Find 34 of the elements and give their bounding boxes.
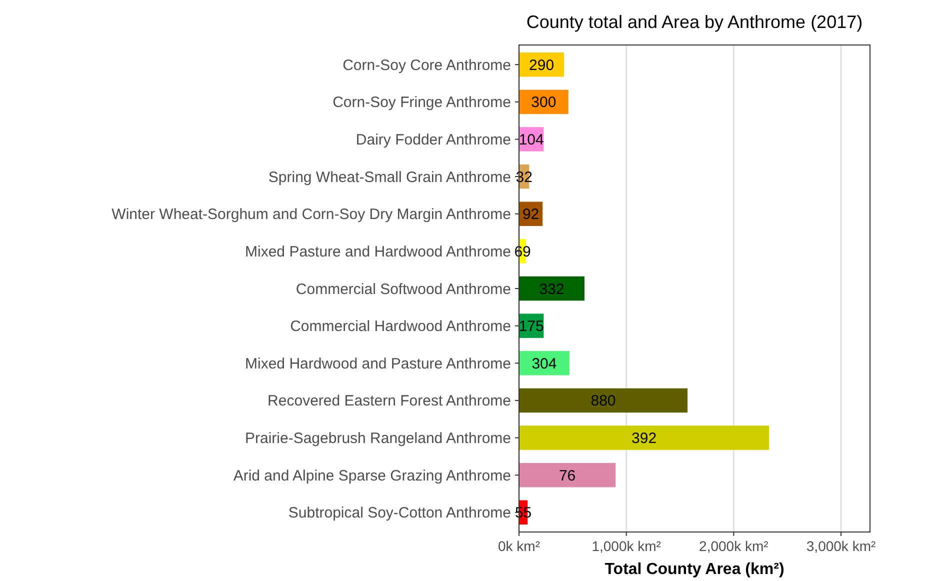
y-tick-label: Mixed Pasture and Hardwood Anthrome bbox=[245, 243, 511, 260]
annotation: 76 bbox=[558, 467, 576, 484]
annotation: 104 bbox=[518, 131, 544, 148]
bar bbox=[519, 462, 616, 488]
bar bbox=[519, 276, 584, 301]
annotation: 880 bbox=[590, 392, 616, 410]
annotation: 290 bbox=[529, 56, 554, 74]
annotation: 175 bbox=[518, 318, 544, 336]
y-tick-label: Corn-Soy Core Anthrome bbox=[342, 56, 511, 74]
y-tick-label: Spring Wheat-Small Grain Anthrome bbox=[268, 168, 511, 186]
y-tick-label: Recovered Eastern Forest Anthrome bbox=[268, 392, 511, 410]
y-tick-label: Commercial Hardwood Anthrome bbox=[290, 318, 511, 336]
x-tick-label: 3,000k km² bbox=[806, 538, 876, 554]
bar bbox=[519, 388, 688, 413]
annotation: 300 bbox=[531, 94, 556, 112]
x-tick-label: 1,000k km² bbox=[592, 538, 662, 554]
chart-title: County total and Area by Anthrome (2017) bbox=[526, 12, 863, 32]
y-tick-label: Arid and Alpine Sparse Grazing Anthrome bbox=[233, 467, 511, 484]
x-tick-label: 0k km² bbox=[498, 538, 540, 554]
y-tick-label: Subtropical Soy-Cotton Anthrome bbox=[288, 504, 511, 522]
annotation: 92 bbox=[522, 206, 540, 224]
y-tick-label: Commercial Softwood Anthrome bbox=[296, 280, 511, 298]
x-axis-title: Total County Area (km²) bbox=[604, 561, 784, 578]
y-tick-label: Winter Wheat-Sorghum and Corn-Soy Dry Margin Anthrome bbox=[112, 206, 511, 224]
bar bbox=[519, 351, 570, 376]
y-tick-label: Mixed Hardwood and Pasture Anthrome bbox=[245, 355, 511, 372]
y-tick-label: Dairy Fodder Anthrome bbox=[356, 131, 511, 148]
x-tick-label: 2,000k km² bbox=[699, 538, 769, 554]
bar bbox=[519, 426, 770, 450]
y-tick-label: Prairie-Sagebrush Rangeland Anthrome bbox=[245, 430, 511, 448]
annotation: 304 bbox=[532, 355, 557, 372]
annotation: 332 bbox=[539, 280, 564, 298]
annotation: 392 bbox=[632, 430, 657, 448]
y-tick-label: Corn-Soy Fringe Anthrome bbox=[332, 94, 511, 112]
